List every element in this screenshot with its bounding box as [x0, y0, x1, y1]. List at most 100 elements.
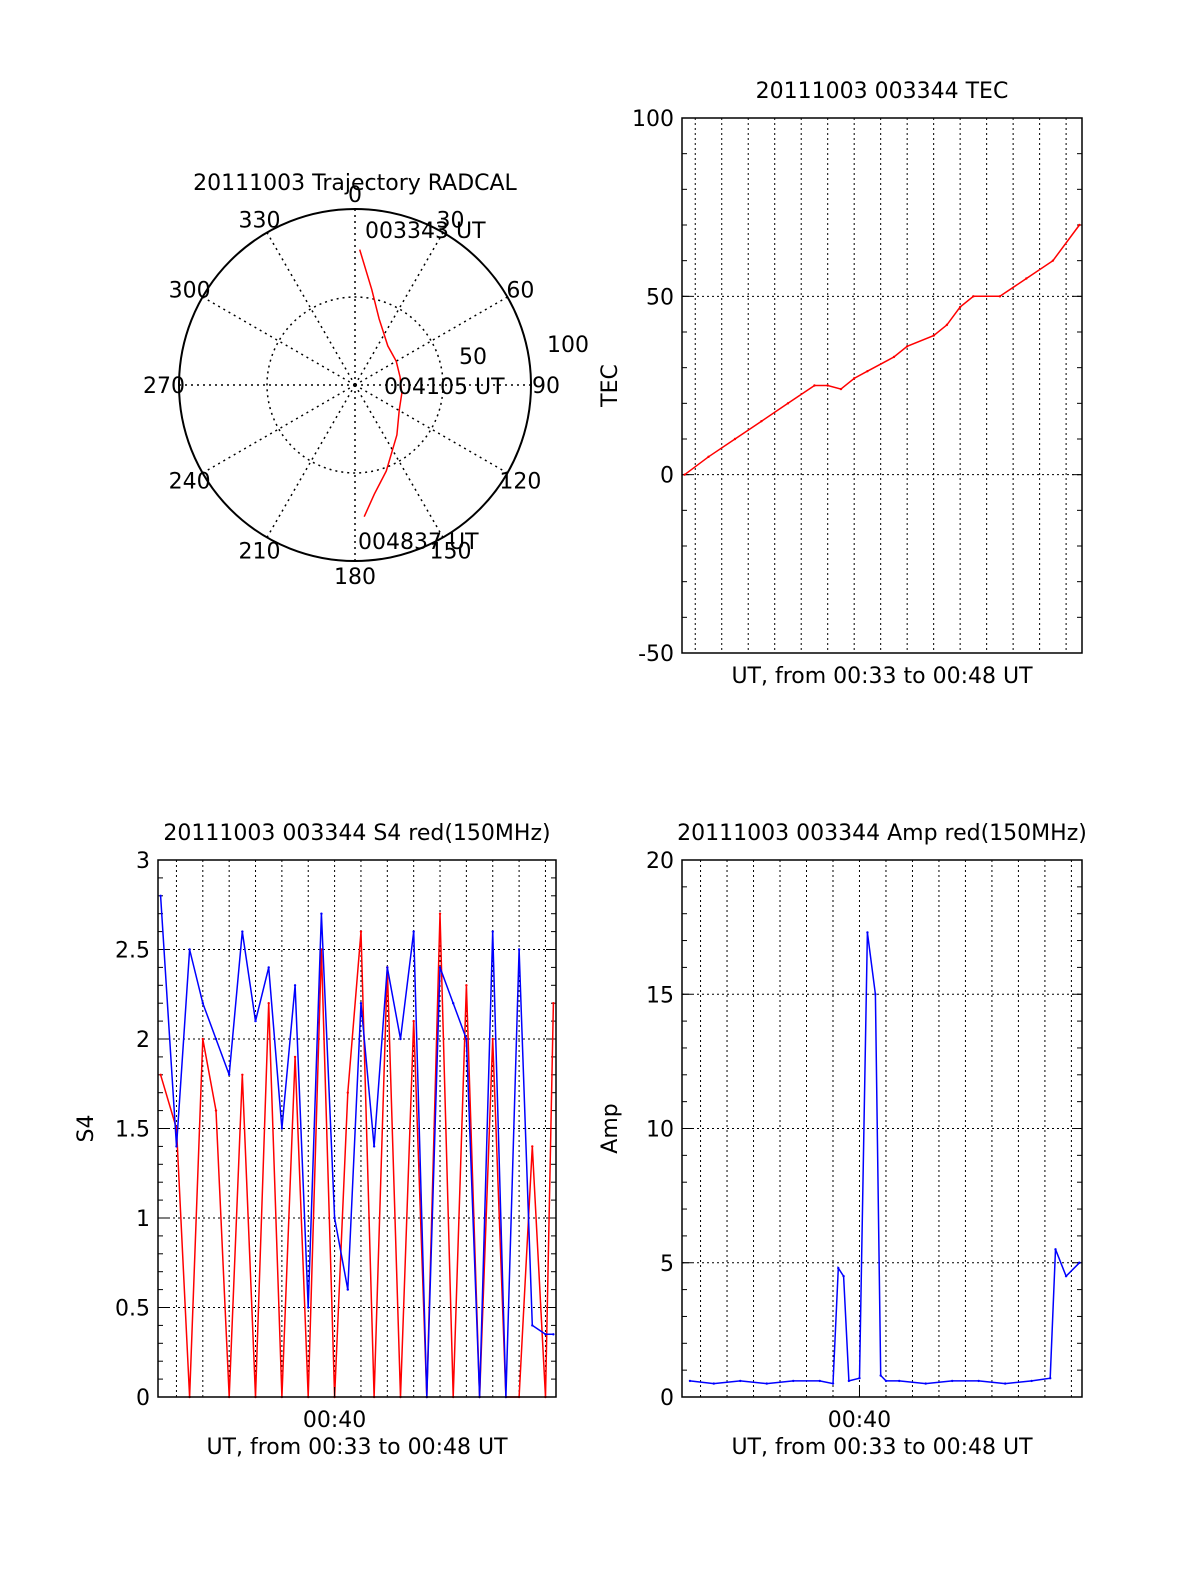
data-point — [998, 295, 1002, 298]
data-point — [818, 1379, 821, 1383]
data-point — [201, 1002, 205, 1005]
trajectory-end-label: 004837 UT — [358, 530, 479, 555]
data-point — [831, 1382, 835, 1385]
data-point — [531, 1145, 534, 1148]
trajectory-line — [358, 249, 403, 518]
data-point — [293, 1055, 297, 1059]
chart-title: 20111003 003344 TEC — [756, 79, 1009, 104]
data-point — [733, 437, 737, 441]
data-point — [320, 912, 323, 915]
y-tick-label: 15 — [646, 983, 674, 1008]
y-tick-label: -50 — [638, 642, 674, 667]
data-point — [346, 1288, 349, 1291]
data-point — [1078, 1261, 1081, 1264]
polar-spoke — [266, 384, 356, 538]
polar-azimuth-label: 120 — [499, 470, 541, 495]
data-point — [267, 966, 270, 969]
x-tick-label: 00:40 — [303, 1408, 366, 1433]
data-point — [958, 305, 962, 309]
data-point — [333, 1216, 336, 1220]
y-tick-label: 2 — [136, 1028, 150, 1053]
data-point — [267, 1002, 270, 1005]
polar-azimuth-label: 180 — [334, 565, 376, 590]
data-point — [712, 1382, 715, 1385]
y-tick-label: 1 — [136, 1207, 150, 1232]
data-point — [399, 1037, 402, 1041]
y-tick-label: 20 — [646, 849, 674, 874]
data-point — [842, 1274, 845, 1278]
polar-azimuth-label: 300 — [169, 279, 211, 304]
trajectory-mid-label: 004105 UT — [384, 375, 505, 400]
polar-spoke — [202, 296, 356, 386]
series-line-0 — [689, 932, 1080, 1385]
polar-radius-label: 100 — [547, 333, 589, 358]
data-point — [359, 1002, 363, 1005]
data-point — [760, 419, 763, 423]
data-point — [386, 966, 389, 969]
polar-azimuth-label: 330 — [239, 209, 281, 234]
x-tick-label: 00:40 — [828, 1408, 891, 1433]
data-point — [898, 1379, 901, 1383]
data-point — [307, 1306, 310, 1309]
polar-azimuth-label: 30 — [437, 209, 465, 234]
data-point — [905, 345, 909, 348]
data-point — [1025, 277, 1028, 280]
data-point — [359, 930, 363, 933]
y-tick-label: 50 — [646, 285, 674, 310]
plot-frame — [681, 117, 1083, 654]
y-tick-label: 0 — [660, 464, 674, 489]
data-point — [412, 930, 415, 933]
data-point — [683, 473, 686, 476]
data-point — [214, 1109, 218, 1112]
data-point — [688, 1379, 692, 1383]
data-point — [847, 1379, 851, 1383]
polar-grid-circle — [266, 296, 444, 474]
data-point — [491, 930, 494, 933]
series-line-0 — [684, 224, 1081, 476]
data-point — [188, 948, 191, 951]
y-tick-label: 0 — [136, 1386, 150, 1411]
data-point — [227, 1073, 231, 1077]
trajectory-start-label: 003343 UT — [365, 219, 486, 244]
data-point — [544, 1333, 547, 1336]
data-point — [293, 984, 297, 987]
data-point — [972, 295, 975, 298]
data-point — [159, 1073, 162, 1077]
data-point — [241, 1073, 244, 1077]
plot-frame — [681, 859, 1083, 1398]
x-axis-label: UT, from 00:33 to 00:48 UT — [206, 1435, 508, 1460]
data-point — [884, 1379, 888, 1383]
data-point — [924, 1382, 927, 1385]
data-point — [1064, 1274, 1068, 1278]
data-point — [1030, 1379, 1033, 1383]
data-point — [1078, 223, 1081, 227]
data-point — [874, 993, 877, 996]
plot-frame — [157, 859, 557, 1398]
data-point — [201, 1037, 205, 1041]
polar-azimuth-label: 150 — [430, 539, 472, 564]
y-tick-label: 5 — [660, 1252, 674, 1277]
data-point — [707, 455, 710, 459]
data-point — [792, 1379, 795, 1383]
chart-title: 20111003 003344 Amp red(150MHz) — [677, 821, 1087, 846]
data-point — [826, 384, 829, 387]
data-point — [1054, 1248, 1057, 1251]
data-point — [950, 1379, 954, 1383]
data-point — [241, 930, 244, 933]
data-point — [280, 1127, 284, 1130]
data-point — [977, 1379, 980, 1383]
data-point — [491, 1037, 494, 1041]
polar-azimuth-label: 210 — [239, 539, 281, 564]
y-axis-label: TEC — [598, 364, 623, 408]
data-point — [1049, 1377, 1052, 1380]
y-tick-label: 0 — [660, 1386, 674, 1411]
polar-azimuth-label: 240 — [169, 470, 211, 495]
polar-azimuth-label: 0 — [348, 183, 362, 208]
data-point — [858, 1377, 861, 1380]
data-point — [1051, 259, 1055, 262]
data-point — [452, 1002, 455, 1005]
y-tick-label: 10 — [646, 1118, 674, 1143]
chart-title: 20111003 Trajectory RADCAL — [193, 171, 517, 196]
polar-outer-circle — [178, 208, 532, 562]
